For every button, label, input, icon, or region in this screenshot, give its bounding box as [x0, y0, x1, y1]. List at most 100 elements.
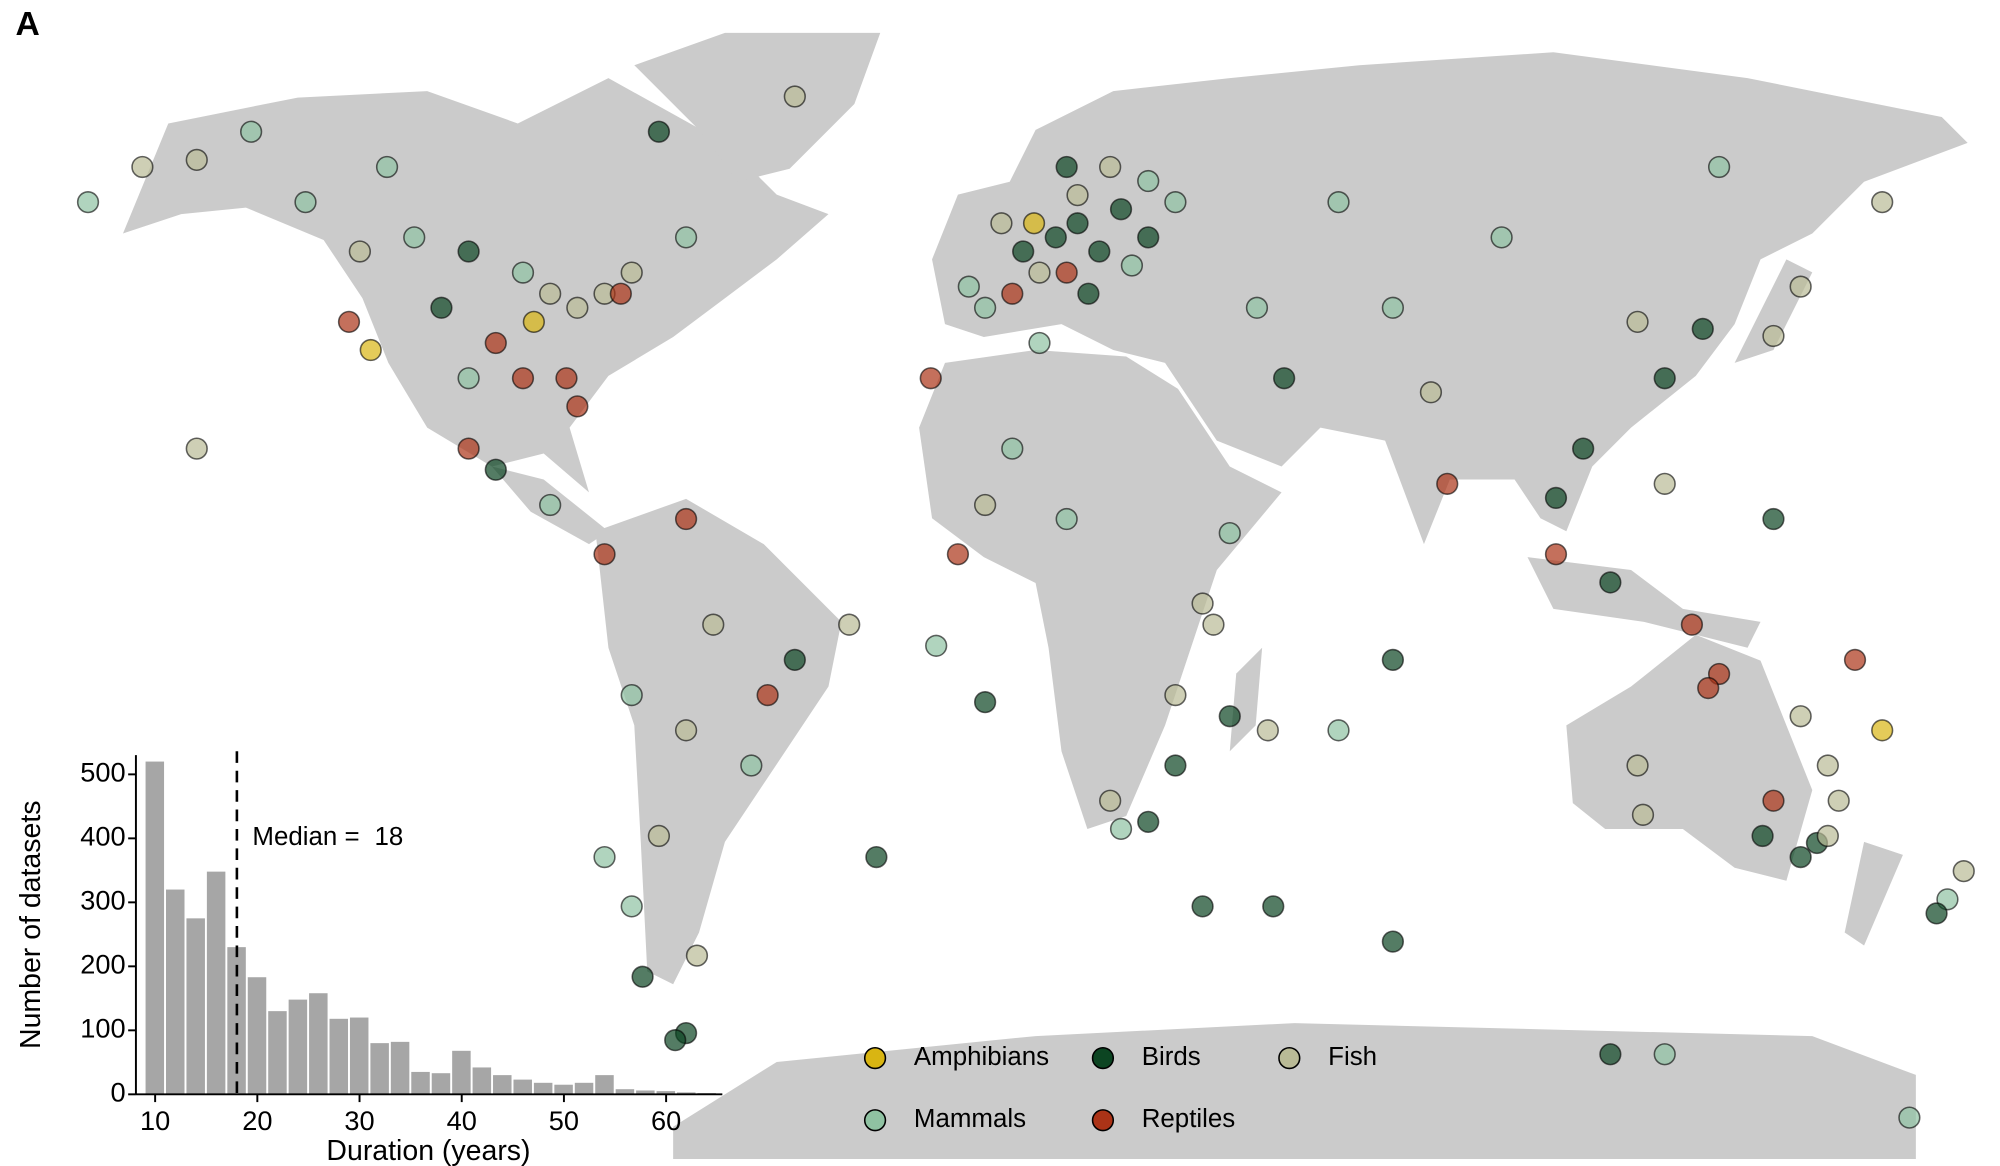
data-point: [1120, 254, 1144, 277]
data-point: [1202, 613, 1225, 636]
legend-label: Mammals: [914, 1105, 1026, 1133]
legend-swatch: [1091, 1109, 1115, 1132]
australia: [1566, 634, 1813, 881]
bar: [452, 1050, 471, 1095]
data-point: [1055, 261, 1078, 284]
eurasia: [932, 52, 1968, 545]
data-point: [1066, 183, 1089, 207]
data-point: [1789, 845, 1812, 869]
greenland: [634, 32, 881, 182]
data-point: [1697, 676, 1720, 700]
data-point: [1816, 754, 1839, 777]
data-point: [783, 85, 806, 108]
bar: [288, 999, 308, 1095]
legend-label: Reptiles: [1142, 1105, 1235, 1133]
madagascar: [1229, 647, 1263, 752]
data-point: [457, 437, 480, 460]
y-tick-label: 500: [80, 757, 125, 788]
bar: [329, 1018, 349, 1095]
north-america: [122, 78, 829, 493]
bar: [431, 1073, 451, 1095]
data-point: [756, 683, 779, 707]
data-point: [1066, 212, 1089, 235]
bar: [595, 1075, 614, 1095]
data-point: [484, 458, 507, 481]
data-point: [1381, 930, 1405, 953]
median-label: Median =: [252, 823, 366, 851]
data-point: [1256, 719, 1279, 742]
data-point: [375, 155, 399, 179]
bar: [145, 761, 165, 1095]
data-point: [1898, 1106, 1921, 1129]
median-annotation: Median = 18: [252, 823, 403, 851]
data-point: [674, 719, 698, 742]
data-point: [185, 148, 208, 172]
data-point: [294, 191, 317, 214]
data-point: [1273, 367, 1296, 390]
y-tick-label: 200: [80, 949, 125, 980]
data-point: [430, 296, 453, 319]
data-point: [511, 261, 535, 284]
data-point: [240, 120, 263, 143]
data-point: [674, 507, 698, 531]
points: [76, 85, 1975, 1129]
data-point: [566, 395, 589, 418]
panel-label: A: [16, 6, 40, 43]
data-point: [1762, 789, 1785, 812]
data-point: [1262, 895, 1285, 918]
data-point: [674, 226, 698, 249]
data-point: [1490, 226, 1513, 249]
data-point: [925, 634, 948, 657]
bar: [309, 993, 328, 1095]
data-point: [1751, 824, 1774, 848]
data-point: [1164, 191, 1187, 214]
data-point: [1109, 198, 1133, 221]
data-point: [973, 691, 997, 714]
y-tick-label: 100: [80, 1013, 125, 1044]
x-tick-label: 10: [140, 1105, 170, 1136]
data-point: [1077, 282, 1100, 305]
bar: [186, 918, 205, 1095]
bar: [206, 871, 226, 1095]
data-point: [1191, 895, 1214, 918]
legend-swatch: [1091, 1046, 1115, 1070]
data-point: [1001, 282, 1024, 305]
data-point: [783, 648, 806, 672]
data-point: [1952, 860, 1975, 883]
data-point: [76, 191, 100, 214]
data-point: [647, 824, 671, 848]
data-point: [539, 282, 562, 305]
africa: [919, 349, 1282, 829]
data-point: [1436, 472, 1459, 495]
data-point: [1327, 719, 1350, 742]
data-point: [593, 543, 616, 566]
data-point: [1691, 317, 1714, 341]
data-point: [1599, 571, 1622, 594]
south-america: [595, 498, 842, 985]
data-point: [620, 683, 643, 707]
legend: Amphibians Birds Fish Mammals Reptiles: [863, 1043, 1377, 1133]
bar: [615, 1089, 635, 1095]
data-point: [1653, 472, 1676, 495]
legend-label: Fish: [1328, 1043, 1377, 1071]
data-point: [1109, 817, 1133, 841]
data-point: [685, 944, 709, 967]
data-point: [1544, 543, 1568, 566]
data-point: [1631, 803, 1655, 826]
data-point: [522, 310, 545, 334]
data-point: [131, 155, 154, 179]
data-point: [1707, 155, 1731, 179]
data-point: [990, 212, 1013, 235]
antarctica: [673, 1023, 1916, 1160]
data-point: [457, 367, 480, 390]
data-point: [620, 261, 643, 284]
data-point: [1925, 902, 1948, 925]
new-zealand: [1844, 841, 1903, 946]
data-point: [957, 275, 980, 298]
data-point: [1137, 169, 1160, 193]
data-point: [1088, 240, 1111, 263]
data-point: [702, 613, 725, 636]
legend-label: Birds: [1142, 1043, 1201, 1071]
